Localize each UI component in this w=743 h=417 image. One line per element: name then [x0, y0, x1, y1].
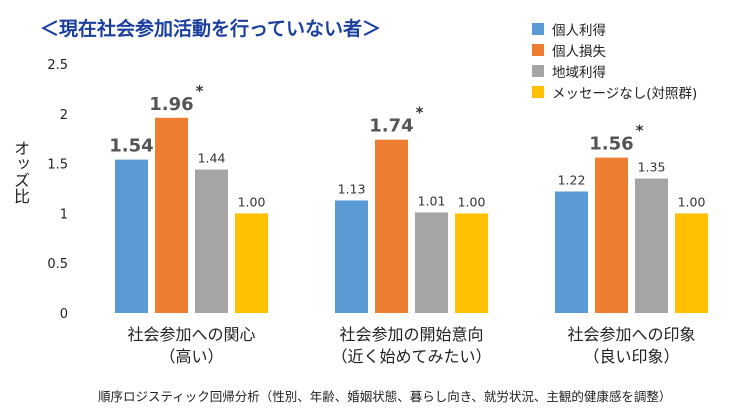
legend-label: メッセージなし(対照群)	[552, 85, 698, 102]
category-label: （高い）	[159, 347, 223, 366]
category-label: 社会参加への関心	[127, 325, 255, 344]
data-label: 1.35	[638, 160, 666, 175]
data-label: 1.96	[149, 94, 193, 115]
chart-title: ＜現在社会参加活動を行っていない者＞	[40, 18, 382, 40]
y-tick-label: 1.5	[47, 158, 68, 173]
data-label: 1.74	[369, 116, 413, 137]
bar	[635, 178, 668, 313]
bar	[235, 213, 268, 313]
legend: 個人利得 個人損失 地域利得 メッセージなし(対照群)	[532, 18, 697, 102]
data-label: 1.13	[338, 181, 366, 196]
y-tick-label: 1	[60, 207, 68, 222]
bar	[675, 213, 708, 313]
data-label: 1.00	[238, 194, 266, 209]
category-label: （良い印象）	[583, 347, 679, 366]
bar	[455, 213, 488, 313]
y-tick-label: 2.5	[47, 58, 68, 73]
data-label: 1.22	[558, 172, 586, 187]
legend-swatch-1	[532, 43, 544, 56]
legend-item: 個人損失	[532, 39, 697, 60]
legend-label: 個人利得	[552, 22, 606, 39]
significance-marker: *	[416, 104, 424, 122]
data-label: 1.00	[458, 194, 486, 209]
y-tick-label: 0	[60, 307, 68, 322]
legend-item: 地域利得	[532, 60, 697, 81]
bar	[335, 200, 368, 313]
legend-item: メッセージなし(対照群)	[532, 81, 697, 102]
category-label: 社会参加への印象	[567, 325, 695, 344]
data-label: 1.01	[418, 193, 446, 208]
bar	[375, 139, 408, 313]
bar	[115, 159, 148, 313]
bar	[195, 169, 228, 313]
bar	[555, 191, 588, 313]
category-label: 社会参加の開始意向	[339, 325, 483, 344]
legend-swatch-3	[532, 85, 544, 98]
category-label: （近く始めてみたい）	[331, 347, 491, 366]
data-label: 1.00	[678, 194, 706, 209]
data-label: 1.56	[589, 134, 633, 155]
legend-swatch-2	[532, 64, 544, 77]
y-tick-label: 0.5	[47, 257, 68, 272]
significance-marker: *	[636, 122, 644, 140]
bar	[595, 157, 628, 313]
bar	[155, 117, 188, 313]
legend-label: 地域利得	[552, 64, 606, 81]
y-axis-label: オッズ比	[11, 140, 30, 204]
legend-label: 個人損失	[552, 43, 606, 60]
legend-item: 個人利得	[532, 18, 697, 39]
legend-swatch-0	[532, 22, 544, 35]
footnote: 順序ロジスティック回帰分析（性別、年齢、婚姻状態、暮らし向き、就労状況、主観的健…	[98, 389, 672, 404]
data-label: 1.54	[109, 136, 153, 157]
bar	[415, 212, 448, 313]
significance-marker: *	[196, 82, 204, 100]
data-label: 1.44	[198, 151, 226, 166]
y-tick-label: 2	[60, 108, 68, 123]
